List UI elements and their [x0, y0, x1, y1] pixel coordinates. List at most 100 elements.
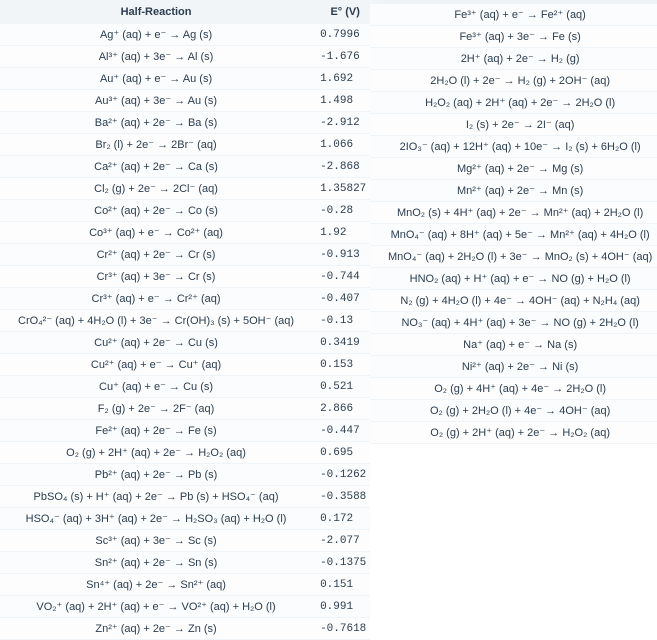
- potential-cell: 0.151: [312, 574, 378, 596]
- potential-cell: 0.521: [312, 376, 378, 398]
- table-row: O₂ (g) + 2H₂O (l) + 4e⁻ → 4OH⁻ (aq)0.401: [370, 400, 657, 422]
- reaction-cell: VO₂⁺ (aq) + 2H⁺ (aq) + e⁻ → VO²⁺ (aq) + …: [0, 596, 312, 618]
- left-table-body: Ag⁺ (aq) + e⁻ → Ag (s)0.7996Al³⁺ (aq) + …: [0, 24, 378, 640]
- reaction-cell: F₂ (g) + 2e⁻ → 2F⁻ (aq): [0, 398, 312, 420]
- reaction-cell: NO₃⁻ (aq) + 4H⁺ (aq) + 3e⁻ → NO (g) + 2H…: [370, 312, 657, 334]
- table-row: O₂ (g) + 2H⁺ (aq) + 2e⁻ → H₂O₂ (aq)0.695: [0, 442, 378, 464]
- left-table-container: Half-Reaction E° (V) Ag⁺ (aq) + e⁻ → Ag …: [0, 0, 370, 640]
- table-row: Al³⁺ (aq) + 3e⁻ → Al (s)-1.676: [0, 46, 378, 68]
- table-row: CrO₄²⁻ (aq) + 4H₂O (l) + 3e⁻ → Cr(OH)₃ (…: [0, 310, 378, 332]
- left-table: Half-Reaction E° (V) Ag⁺ (aq) + e⁻ → Ag …: [0, 0, 378, 640]
- reaction-cell: Ba²⁺ (aq) + 2e⁻ → Ba (s): [0, 112, 312, 134]
- reaction-cell: MnO₄⁻ (aq) + 8H⁺ (aq) + 5e⁻ → Mn²⁺ (aq) …: [370, 224, 657, 246]
- reaction-cell: Mg²⁺ (aq) + 2e⁻ → Mg (s): [370, 158, 657, 180]
- potential-cell: -0.1375: [312, 552, 378, 574]
- reaction-cell: Sn²⁺ (aq) + 2e⁻ → Sn (s): [0, 552, 312, 574]
- reaction-cell: O₂ (g) + 2H⁺ (aq) + 2e⁻ → H₂O₂ (aq): [370, 422, 657, 444]
- table-row: MnO₄⁻ (aq) + 8H⁺ (aq) + 5e⁻ → Mn²⁺ (aq) …: [370, 224, 657, 246]
- table-row: Cr³⁺ (aq) + 3e⁻ → Cr (s)-0.744: [0, 266, 378, 288]
- reaction-cell: O₂ (g) + 2H⁺ (aq) + 2e⁻ → H₂O₂ (aq): [0, 442, 312, 464]
- reaction-cell: 2H⁺ (aq) + 2e⁻ → H₂ (g): [370, 48, 657, 70]
- reaction-cell: Na⁺ (aq) + e⁻ → Na (s): [370, 334, 657, 356]
- right-table-container: Fe³⁺ (aq) + e⁻ → Fe²⁺ (aq)0.771Fe³⁺ (aq)…: [370, 4, 657, 640]
- potential-cell: -0.744: [312, 266, 378, 288]
- table-row: Au³⁺ (aq) + 3e⁻ → Au (s)1.498: [0, 90, 378, 112]
- reaction-cell: Fe²⁺ (aq) + 2e⁻ → Fe (s): [0, 420, 312, 442]
- reaction-cell: Ca²⁺ (aq) + 2e⁻ → Ca (s): [0, 156, 312, 178]
- header-rxn: Half-Reaction: [0, 0, 312, 24]
- table-row: Fe²⁺ (aq) + 2e⁻ → Fe (s)-0.447: [0, 420, 378, 442]
- potential-cell: -0.13: [312, 310, 378, 332]
- table-row: Fe³⁺ (aq) + 3e⁻ → Fe (s)-0.037: [370, 26, 657, 48]
- table-row: Sn⁴⁺ (aq) + 2e⁻ → Sn²⁺ (aq)0.151: [0, 574, 378, 596]
- potential-cell: 1.92: [312, 222, 378, 244]
- potential-cell: 1.35827: [312, 178, 378, 200]
- tables-wrap: Half-Reaction E° (V) Ag⁺ (aq) + e⁻ → Ag …: [0, 0, 657, 640]
- reaction-cell: H₂O₂ (aq) + 2H⁺ (aq) + 2e⁻ → 2H₂O (l): [370, 92, 657, 114]
- reaction-cell: CrO₄²⁻ (aq) + 4H₂O (l) + 3e⁻ → Cr(OH)₃ (…: [0, 310, 312, 332]
- reaction-cell: Au⁺ (aq) + e⁻ → Au (s): [0, 68, 312, 90]
- table-row: Co³⁺ (aq) + e⁻ → Co²⁺ (aq)1.92: [0, 222, 378, 244]
- reaction-cell: Ni²⁺ (aq) + 2e⁻ → Ni (s): [370, 356, 657, 378]
- table-row: Fe³⁺ (aq) + e⁻ → Fe²⁺ (aq)0.771: [370, 4, 657, 26]
- reaction-cell: Cu²⁺ (aq) + e⁻ → Cu⁺ (aq): [0, 354, 312, 376]
- potential-cell: -0.913: [312, 244, 378, 266]
- reaction-cell: Cr³⁺ (aq) + 3e⁻ → Cr (s): [0, 266, 312, 288]
- table-row: N₂ (g) + 4H₂O (l) + 4e⁻ → 4OH⁻ (aq) + N₂…: [370, 290, 657, 312]
- reaction-cell: 2H₂O (l) + 2e⁻ → H₂ (g) + 2OH⁻ (aq): [370, 70, 657, 92]
- reaction-cell: Br₂ (l) + 2e⁻ → 2Br⁻ (aq): [0, 134, 312, 156]
- table-row: Ca²⁺ (aq) + 2e⁻ → Ca (s)-2.868: [0, 156, 378, 178]
- table-row: Sn²⁺ (aq) + 2e⁻ → Sn (s)-0.1375: [0, 552, 378, 574]
- potential-cell: 0.172: [312, 508, 378, 530]
- potential-cell: 1.692: [312, 68, 378, 90]
- potential-cell: -0.7618: [312, 618, 378, 640]
- reaction-cell: Cu²⁺ (aq) + 2e⁻ → Cu (s): [0, 332, 312, 354]
- table-row: Ag⁺ (aq) + e⁻ → Ag (s)0.7996: [0, 24, 378, 46]
- right-table: Fe³⁺ (aq) + e⁻ → Fe²⁺ (aq)0.771Fe³⁺ (aq)…: [370, 4, 657, 444]
- table-row: Cr³⁺ (aq) + e⁻ → Cr²⁺ (aq)-0.407: [0, 288, 378, 310]
- reaction-cell: Ag⁺ (aq) + e⁻ → Ag (s): [0, 24, 312, 46]
- potential-cell: -0.1262: [312, 464, 378, 486]
- potential-cell: -2.868: [312, 156, 378, 178]
- potential-cell: 0.695: [312, 442, 378, 464]
- table-row: O₂ (g) + 2H⁺ (aq) + 2e⁻ → H₂O₂ (aq)0.695: [370, 422, 657, 444]
- table-row: Na⁺ (aq) + e⁻ → Na (s)-2.71: [370, 334, 657, 356]
- table-row: Cu²⁺ (aq) + e⁻ → Cu⁺ (aq)0.153: [0, 354, 378, 376]
- reaction-cell: Zn²⁺ (aq) + 2e⁻ → Zn (s): [0, 618, 312, 640]
- potential-cell: 1.066: [312, 134, 378, 156]
- table-row: Mg²⁺ (aq) + 2e⁻ → Mg (s)-2.372: [370, 158, 657, 180]
- potential-cell: -0.447: [312, 420, 378, 442]
- table-row: MnO₂ (s) + 4H⁺ (aq) + 2e⁻ → Mn²⁺ (aq) + …: [370, 202, 657, 224]
- table-row: Co²⁺ (aq) + 2e⁻ → Co (s)-0.28: [0, 200, 378, 222]
- table-row: Cu²⁺ (aq) + 2e⁻ → Cu (s)0.3419: [0, 332, 378, 354]
- potential-cell: 0.7996: [312, 24, 378, 46]
- left-table-head: Half-Reaction E° (V): [0, 0, 378, 24]
- table-row: Ba²⁺ (aq) + 2e⁻ → Ba (s)-2.912: [0, 112, 378, 134]
- table-row: VO₂⁺ (aq) + 2H⁺ (aq) + e⁻ → VO²⁺ (aq) + …: [0, 596, 378, 618]
- table-row: PbSO₄ (s) + H⁺ (aq) + 2e⁻ → Pb (s) + HSO…: [0, 486, 378, 508]
- reaction-cell: PbSO₄ (s) + H⁺ (aq) + 2e⁻ → Pb (s) + HSO…: [0, 486, 312, 508]
- potential-cell: 1.498: [312, 90, 378, 112]
- reaction-cell: Fe³⁺ (aq) + 3e⁻ → Fe (s): [370, 26, 657, 48]
- reaction-cell: MnO₄⁻ (aq) + 2H₂O (l) + 3e⁻ → MnO₂ (s) +…: [370, 246, 657, 268]
- table-row: Ni²⁺ (aq) + 2e⁻ → Ni (s)-0.257: [370, 356, 657, 378]
- reaction-cell: Cu⁺ (aq) + e⁻ → Cu (s): [0, 376, 312, 398]
- reaction-cell: Co²⁺ (aq) + 2e⁻ → Co (s): [0, 200, 312, 222]
- table-row: Pb²⁺ (aq) + 2e⁻ → Pb (s)-0.1262: [0, 464, 378, 486]
- right-table-body: Fe³⁺ (aq) + e⁻ → Fe²⁺ (aq)0.771Fe³⁺ (aq)…: [370, 4, 657, 444]
- reaction-cell: Sn⁴⁺ (aq) + 2e⁻ → Sn²⁺ (aq): [0, 574, 312, 596]
- reaction-cell: Al³⁺ (aq) + 3e⁻ → Al (s): [0, 46, 312, 68]
- potential-cell: 2.866: [312, 398, 378, 420]
- header-pot: E° (V): [312, 0, 378, 24]
- table-row: Cu⁺ (aq) + e⁻ → Cu (s)0.521: [0, 376, 378, 398]
- table-row: 2H⁺ (aq) + 2e⁻ → H₂ (g)0.000: [370, 48, 657, 70]
- potential-cell: -1.676: [312, 46, 378, 68]
- table-row: 2H₂O (l) + 2e⁻ → H₂ (g) + 2OH⁻ (aq)-0.82…: [370, 70, 657, 92]
- reaction-cell: I₂ (s) + 2e⁻ → 2I⁻ (aq): [370, 114, 657, 136]
- table-row: Au⁺ (aq) + e⁻ → Au (s)1.692: [0, 68, 378, 90]
- reaction-cell: Pb²⁺ (aq) + 2e⁻ → Pb (s): [0, 464, 312, 486]
- potential-cell: 0.153: [312, 354, 378, 376]
- reaction-cell: HNO₂ (aq) + H⁺ (aq) + e⁻ → NO (g) + H₂O …: [370, 268, 657, 290]
- table-row: Cr²⁺ (aq) + 2e⁻ → Cr (s)-0.913: [0, 244, 378, 266]
- table-row: MnO₄⁻ (aq) + 2H₂O (l) + 3e⁻ → MnO₂ (s) +…: [370, 246, 657, 268]
